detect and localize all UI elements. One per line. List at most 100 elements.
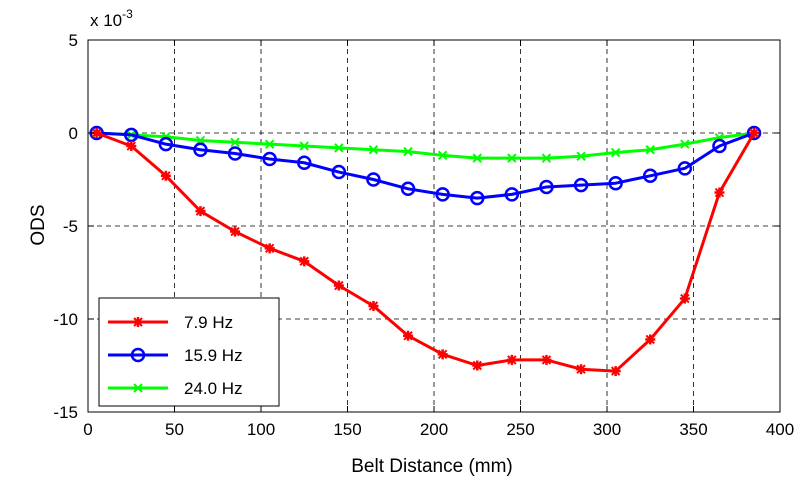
x-marker-stroke — [645, 145, 655, 155]
legend-label: 24.0 Hz — [184, 379, 243, 398]
x-tick-label: 50 — [165, 420, 184, 439]
star-marker — [91, 128, 102, 138]
x-marker — [645, 145, 655, 155]
star-marker-stroke — [749, 128, 759, 138]
star-marker-stroke — [714, 187, 725, 198]
legend: 7.9 Hz 15.9 Hz 24.0 Hz — [98, 297, 280, 407]
series-24-0-hz — [91, 128, 759, 163]
x-marker-stroke — [680, 139, 690, 149]
x-tick-label: 0 — [83, 420, 92, 439]
star-marker-stroke — [437, 349, 448, 360]
legend-item: 24.0 Hz — [108, 379, 243, 398]
star-marker-stroke — [264, 243, 275, 254]
star-marker — [749, 128, 760, 138]
circle-marker — [677, 161, 693, 176]
circle-marker — [366, 172, 381, 187]
star-marker-stroke — [334, 280, 344, 291]
x-marker — [576, 151, 586, 161]
y-tick-label: -15 — [53, 403, 78, 422]
x-marker-stroke — [368, 145, 379, 155]
star-marker — [299, 256, 310, 267]
star-marker — [576, 364, 587, 375]
star-marker — [160, 170, 171, 181]
star-marker — [368, 300, 379, 311]
circle-marker — [124, 127, 139, 143]
x-tick-label: 200 — [420, 420, 448, 439]
x-marker — [230, 137, 240, 148]
x-marker-stroke — [403, 146, 413, 157]
star-marker — [437, 349, 448, 360]
star-marker — [610, 366, 621, 377]
circle-marker — [331, 164, 347, 180]
circle-marker — [262, 151, 277, 167]
x-axis-label: Belt Distance (mm) — [351, 456, 513, 477]
star-marker-stroke — [133, 317, 143, 327]
x-marker — [264, 139, 275, 149]
star-marker-stroke — [368, 301, 379, 311]
star-marker-stroke — [680, 293, 690, 304]
x-marker — [541, 153, 552, 163]
x-marker-stroke — [133, 383, 143, 393]
star-marker — [230, 226, 241, 237]
star-marker-stroke — [230, 226, 240, 237]
circle-marker — [608, 175, 623, 191]
circle-marker — [746, 125, 762, 141]
circle-marker — [539, 179, 554, 195]
circle-marker — [297, 155, 312, 171]
x-marker-stroke — [472, 153, 482, 163]
star-marker-stroke — [472, 360, 482, 371]
y-tick-label: -10 — [53, 310, 78, 329]
x-marker-stroke — [576, 151, 586, 161]
y-multiplier-exponent: -3 — [122, 7, 133, 21]
y-tick-label: 5 — [69, 31, 78, 50]
star-marker — [133, 317, 143, 327]
x-marker — [133, 383, 143, 393]
star-marker-stroke — [126, 141, 136, 151]
star-marker-stroke — [299, 256, 309, 267]
star-marker — [126, 141, 137, 152]
series-15-9-hz — [89, 125, 762, 206]
star-marker — [472, 360, 483, 371]
y-tick-label: 0 — [69, 124, 78, 143]
star-marker — [645, 334, 656, 345]
legend-label: 7.9 Hz — [184, 313, 233, 332]
star-marker-stroke — [403, 331, 413, 341]
x-marker-stroke — [299, 141, 309, 151]
y-axis-label: ODS — [28, 204, 49, 245]
x-marker — [472, 153, 482, 163]
legend-item: 7.9 Hz — [108, 313, 233, 332]
star-marker-stroke — [645, 334, 655, 345]
series-line — [96, 131, 755, 160]
x-marker — [507, 153, 517, 163]
star-marker — [333, 280, 344, 291]
x-marker — [368, 145, 379, 155]
x-tick-label: 400 — [766, 420, 794, 439]
star-marker-stroke — [610, 366, 621, 376]
circle-marker — [435, 187, 450, 202]
x-tick-label: 350 — [679, 420, 707, 439]
circle-marker — [470, 190, 485, 206]
x-marker-stroke — [264, 139, 275, 149]
legend-item: 15.9 Hz — [108, 346, 243, 365]
star-marker-stroke — [91, 128, 102, 138]
x-marker — [299, 141, 309, 151]
star-marker — [679, 293, 690, 304]
circle-marker — [130, 347, 146, 363]
y-axis-multiplier: x 10-3 — [90, 7, 133, 30]
series-layer — [89, 125, 762, 377]
x-marker-stroke — [507, 153, 517, 163]
series-line — [96, 131, 756, 373]
series-line — [96, 131, 755, 200]
x-marker — [334, 143, 344, 153]
x-tick-label: 150 — [333, 420, 361, 439]
star-marker — [541, 354, 552, 365]
x-marker — [403, 146, 413, 157]
y-tick-label: -5 — [63, 217, 78, 236]
x-tick-label: 250 — [506, 420, 534, 439]
x-marker — [680, 139, 690, 149]
star-marker-stroke — [576, 364, 586, 374]
star-marker — [506, 354, 517, 365]
series-7-9-hz — [91, 128, 760, 377]
